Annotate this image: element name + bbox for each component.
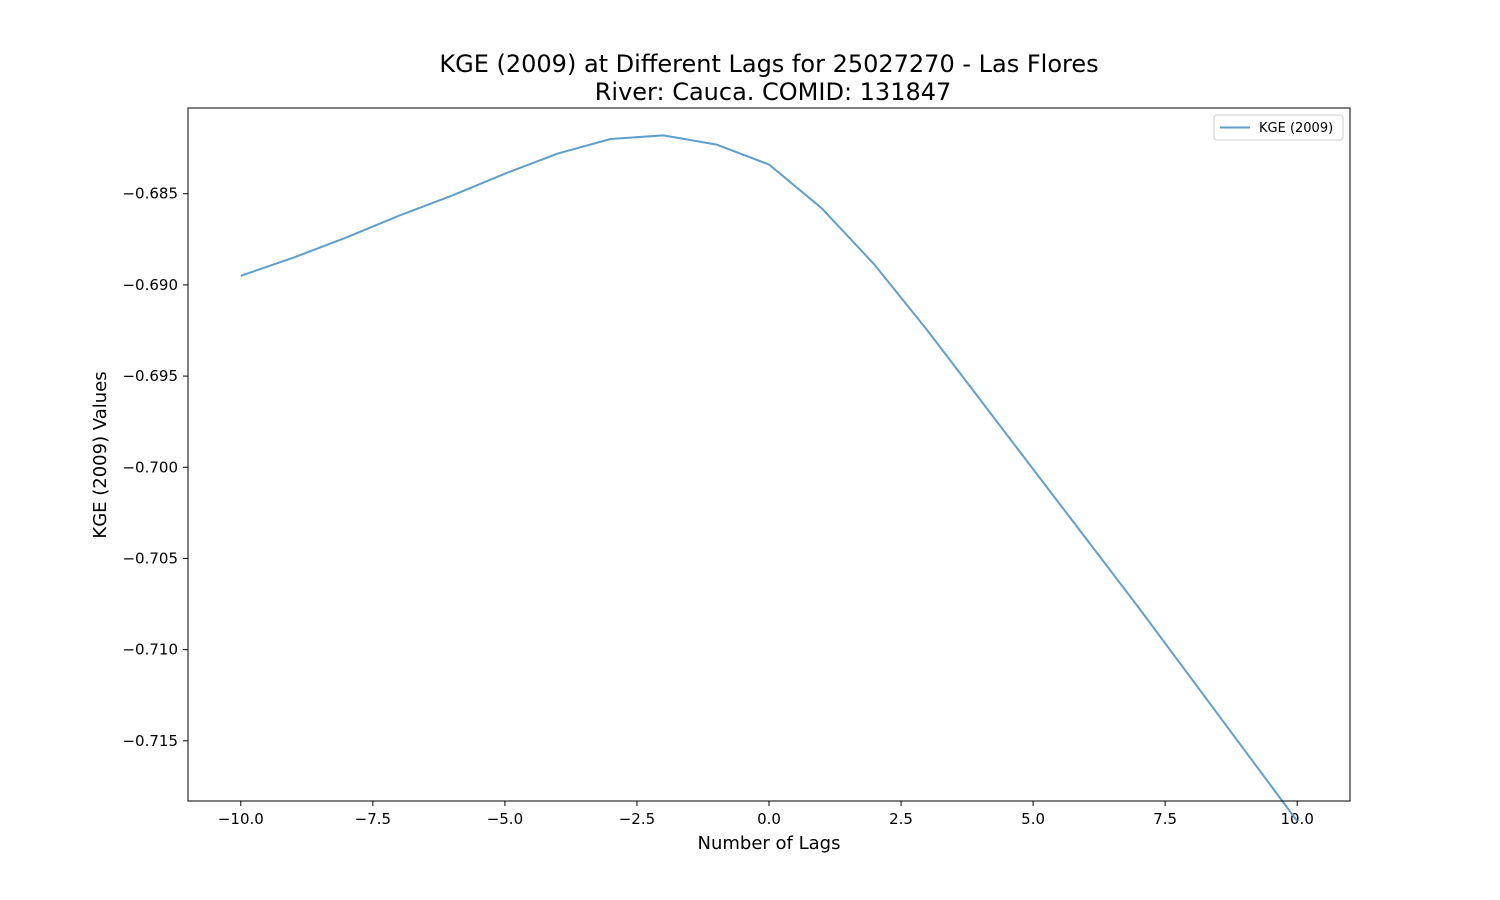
chart-title-line1: KGE (2009) at Different Lags for 2502727…	[439, 50, 1098, 78]
x-axis-ticks: −10.0 −7.5 −5.0 −2.5 0.0 2.5 5.0 7.5 10.0	[218, 801, 1314, 828]
y-axis-ticks: −0.685 −0.690 −0.695 −0.700 −0.705 −0.710 −0.7…	[122, 185, 188, 750]
x-tick-label: 0.0	[757, 810, 781, 828]
plot-frame	[187, 107, 1351, 802]
x-tick-label: 7.5	[1153, 810, 1177, 828]
legend-box	[1213, 114, 1344, 141]
y-tick-label: −0.705	[122, 549, 178, 567]
y-tick-label: −0.685	[122, 185, 178, 203]
series-line-kge-2009	[240, 134, 1298, 822]
x-tick-label: 2.5	[889, 810, 913, 828]
legend: KGE (2009)	[1213, 114, 1344, 141]
y-tick-label: −0.690	[122, 276, 178, 294]
legend-label: KGE (2009)	[1259, 121, 1333, 136]
y-tick-label: −0.710	[122, 641, 178, 659]
x-tick-label: 5.0	[1021, 810, 1045, 828]
x-axis-label: Number of Lags	[698, 833, 841, 854]
y-tick-label: −0.695	[122, 367, 178, 385]
x-tick-label: −10.0	[218, 810, 264, 828]
x-tick-label: 10.0	[1280, 810, 1313, 828]
y-tick-label: −0.715	[122, 732, 178, 750]
x-tick-label: −2.5	[619, 810, 655, 828]
x-tick-label: −5.0	[487, 810, 523, 828]
plot-area	[188, 108, 1350, 801]
y-tick-label: −0.700	[122, 458, 178, 476]
x-tick-label: −7.5	[355, 810, 391, 828]
y-axis-label: KGE (2009) Values	[90, 371, 111, 538]
chart-title-line2: River: Cauca. COMID: 131847	[595, 78, 952, 106]
